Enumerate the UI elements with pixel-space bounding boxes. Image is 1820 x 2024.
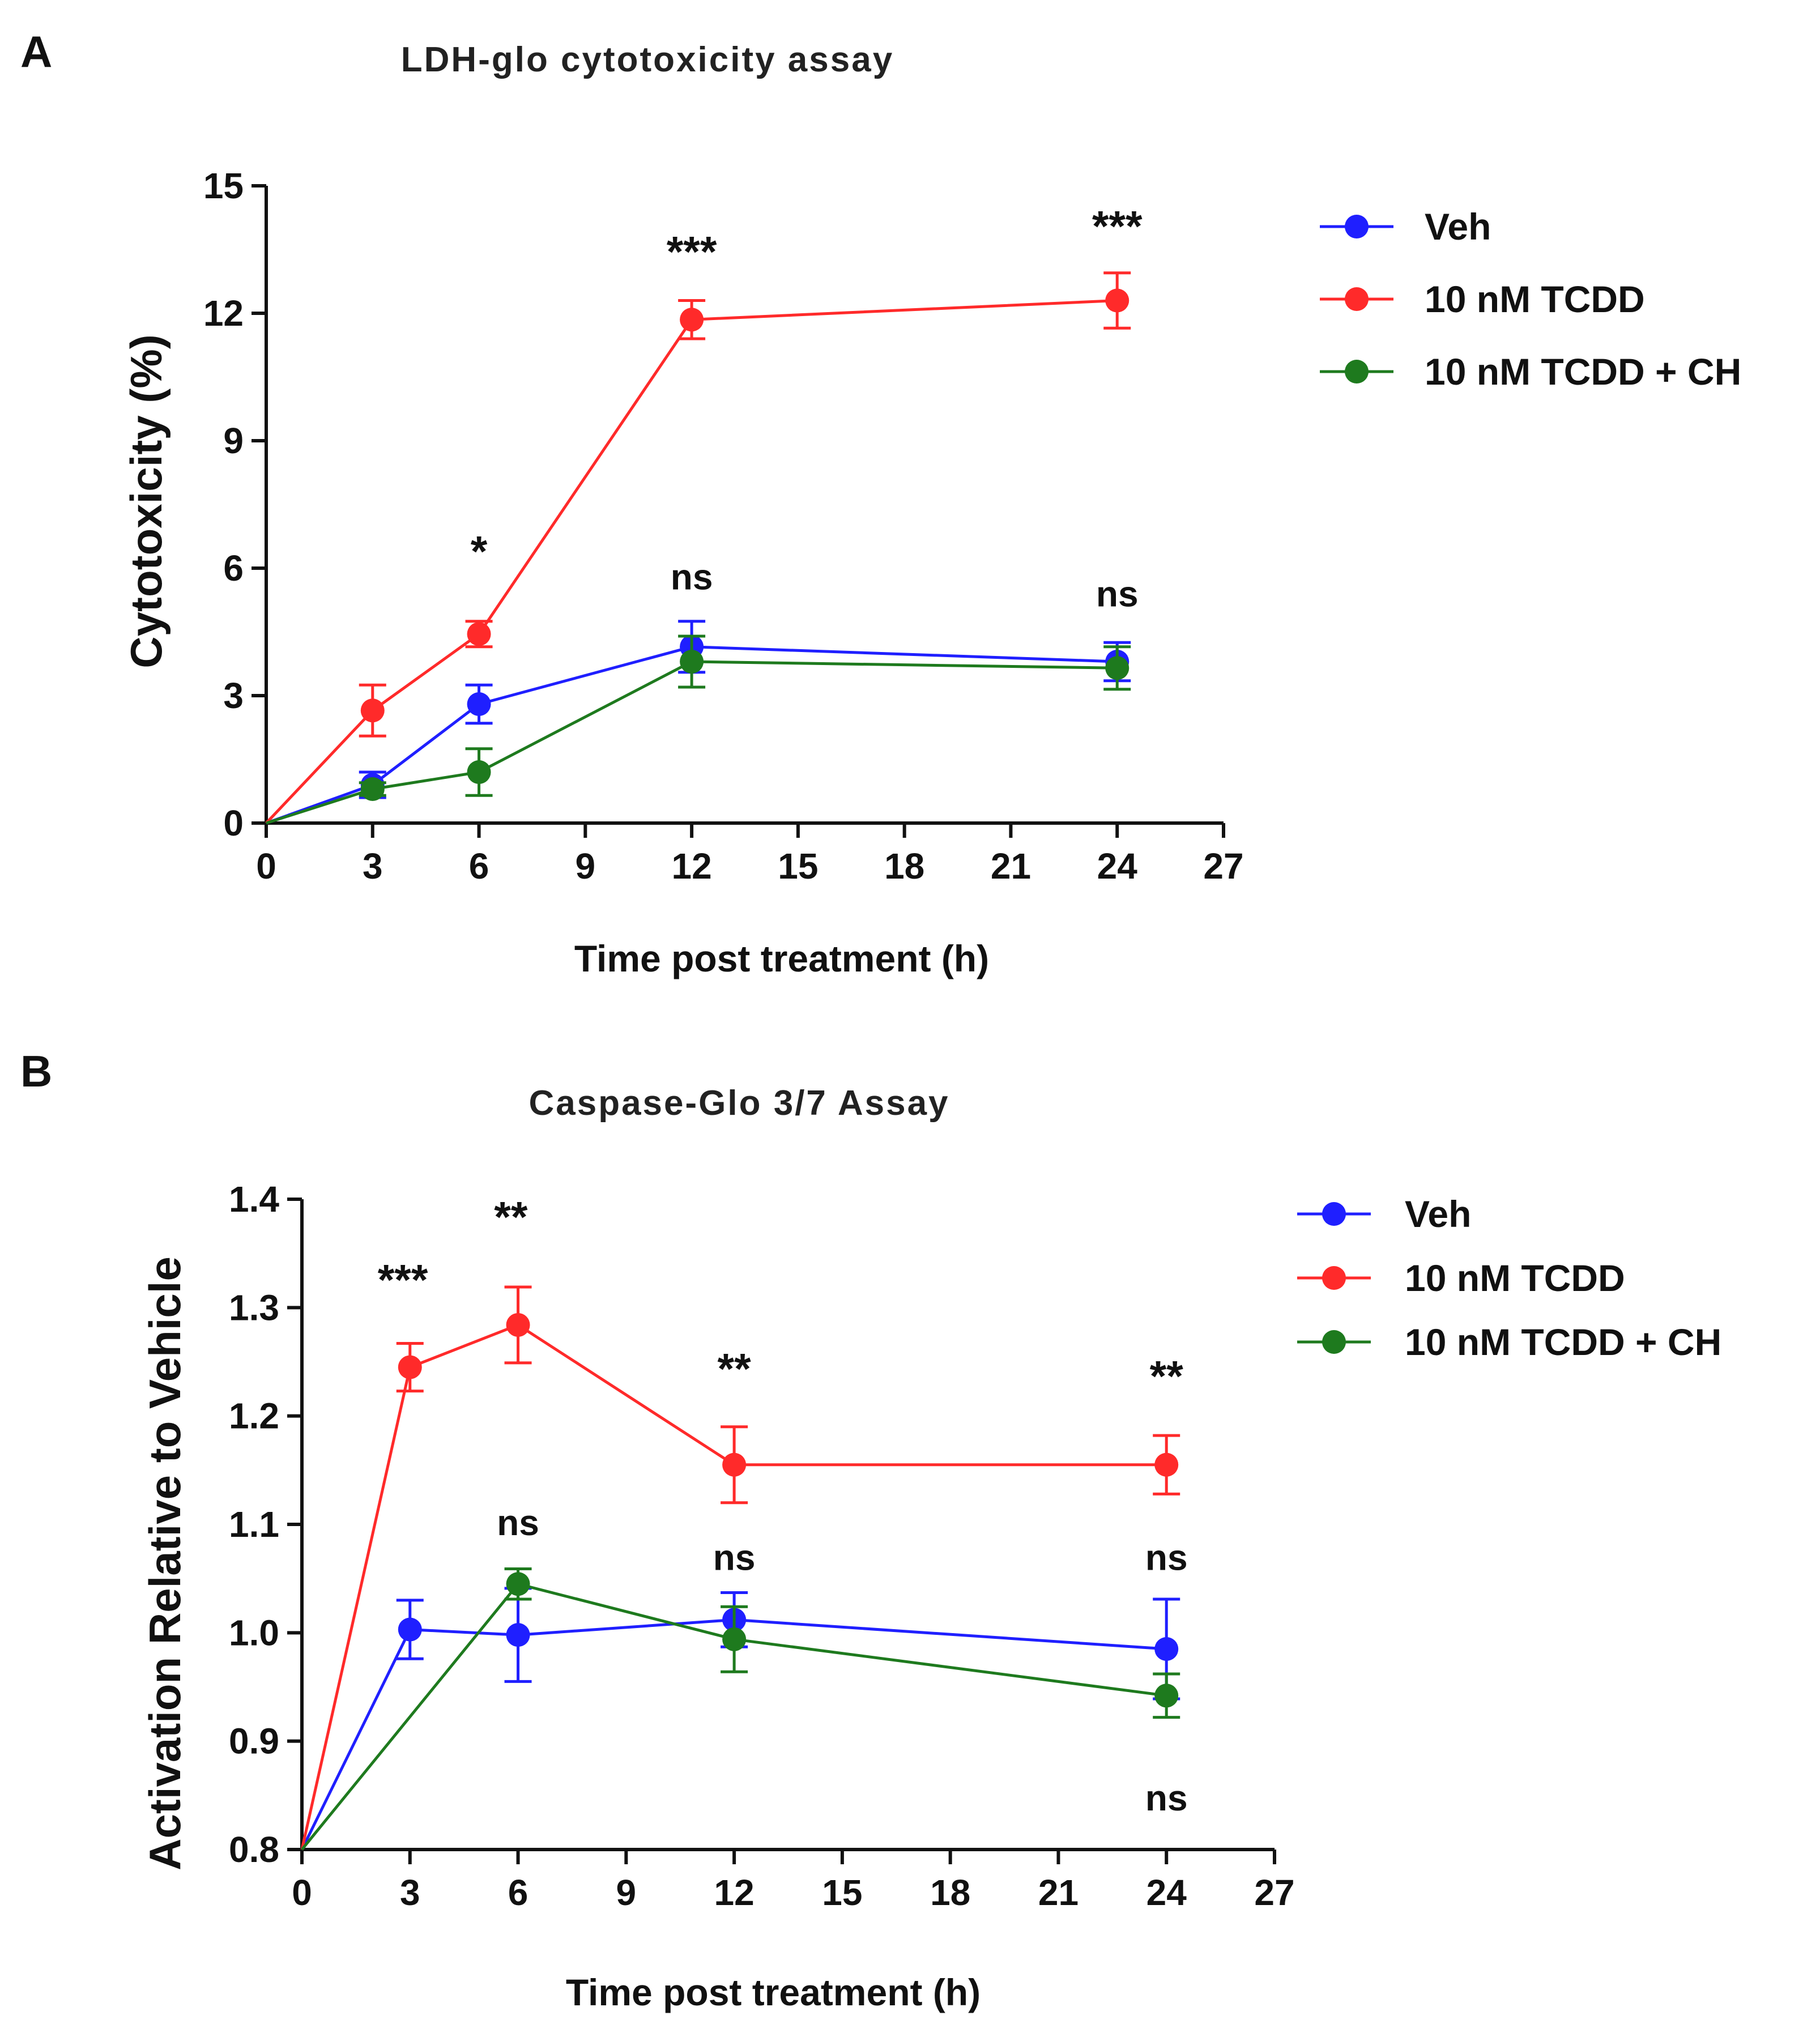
panel-b-x-tick-label: 3 (400, 1872, 420, 1913)
panel-a-x-tick-label: 21 (991, 846, 1031, 887)
panel-b-title: Caspase-Glo 3/7 Assay (528, 1084, 949, 1123)
panel-a-legend-marker-10-nm-tcdd (1345, 287, 1369, 311)
panel-b-point-veh (1154, 1637, 1179, 1661)
panel-a-x-tick-label: 0 (256, 846, 276, 887)
panel-b-x-tick-label: 27 (1254, 1872, 1294, 1913)
panel-a-y-tick-label: 0 (223, 803, 244, 843)
panel-a-x-tick-label: 27 (1203, 846, 1243, 887)
panel-b-y-tick-label: 0.9 (229, 1721, 279, 1762)
panel-b-letter: B (20, 1046, 52, 1096)
panel-b-ylabel: Activation Relative to Vehicle (140, 1256, 190, 1870)
panel-a-y-tick-label: 6 (223, 548, 244, 589)
panel-a-x-tick-label: 12 (672, 846, 712, 887)
panel-b-y-tick-label: 0.8 (229, 1829, 279, 1870)
panel-a-point-10-nm-tcdd-ch (467, 760, 491, 784)
panel-b-significance-ns: ns (1145, 1537, 1188, 1578)
panel-b-significance-stars: *** (378, 1256, 428, 1304)
panel-a-legend-label-10-nm-tcdd-ch: 10 nM TCDD + CH (1425, 351, 1741, 393)
panel-a-x-tick-label: 3 (363, 846, 383, 887)
panel-a-significance-stars: *** (667, 228, 717, 276)
panel-b-x-tick-label: 6 (508, 1872, 528, 1913)
panel-b-y-tick-label: 1.4 (229, 1179, 279, 1220)
panel-a-point-10-nm-tcdd (680, 308, 704, 332)
panel-b-point-10-nm-tcdd (1154, 1452, 1179, 1477)
panel-b-y-tick-label: 1.1 (229, 1504, 279, 1545)
panel-b-line-10-nm-tcdd-ch (301, 1582, 1167, 1851)
panel-b-x-tick-label: 24 (1146, 1872, 1187, 1913)
panel-b-x-tick-label: 12 (714, 1872, 755, 1913)
panel-b-point-10-nm-tcdd (722, 1452, 747, 1477)
panel-a-x-tick-label: 18 (884, 846, 924, 887)
panel-b-line-10-nm-tcdd (300, 1323, 1167, 1850)
panel-b-legend-marker-10-nm-tcdd (1322, 1266, 1346, 1290)
panel-b-significance-stars: ** (718, 1345, 752, 1393)
panel-b-point-10-nm-tcdd-ch (506, 1572, 530, 1596)
panel-b-point-veh (398, 1617, 422, 1642)
panel-a-chart: 0 3 6 9 12 15 0 3 6 9 12 15 18 21 24 27 Veh 10 nM TCDD 10 … (203, 165, 1741, 887)
panel-b-point-10-nm-tcdd-ch (722, 1627, 747, 1651)
panel-a-point-veh (467, 692, 491, 716)
panel-b-point-10-nm-tcdd (398, 1355, 422, 1379)
panel-a-x-tick-label: 9 (576, 846, 596, 887)
panel-b-significance-stars: ** (1150, 1353, 1184, 1401)
panel-b-x-tick-label: 18 (930, 1872, 970, 1913)
panel-a-significance-ns: ns (671, 557, 713, 598)
panel-a-y-tick-label: 12 (203, 293, 244, 334)
panel-a-point-10-nm-tcdd (467, 622, 491, 646)
panel-b-significance-ns: ns (1145, 1778, 1188, 1818)
panel-b-legend-marker-10-nm-tcdd-ch (1322, 1330, 1346, 1354)
panel-b-y-tick-label: 1.0 (229, 1612, 279, 1653)
panel-a-letter: A (20, 27, 52, 76)
panel-b-significance-ns: ns (497, 1502, 539, 1543)
panel-a-x-tick-label: 24 (1097, 846, 1138, 887)
panel-b-significance-stars: ** (494, 1193, 528, 1241)
panel-a-significance-stars: * (471, 527, 488, 576)
panel-b-xlabel: Time post treatment (h) (566, 1971, 981, 2013)
panel-b-x-tick-label: 21 (1038, 1872, 1079, 1913)
panel-a-significance-ns: ns (1096, 574, 1139, 615)
panel-a-point-10-nm-tcdd (1105, 288, 1129, 313)
panel-a-legend-label-veh: Veh (1425, 206, 1491, 248)
panel-b-legend-label-veh: Veh (1405, 1193, 1471, 1235)
panel-a-ylabel: Cytotoxicity (%) (121, 334, 171, 668)
panel-b-legend-label-10-nm-tcdd: 10 nM TCDD (1405, 1257, 1625, 1299)
panel-a-xlabel: Time post treatment (h) (574, 938, 989, 979)
panel-b-point-10-nm-tcdd-ch (1154, 1684, 1179, 1708)
panel-a-point-10-nm-tcdd-ch (680, 650, 704, 674)
panel-a-x-tick-label: 6 (469, 846, 489, 887)
panel-a-point-10-nm-tcdd-ch (360, 777, 385, 801)
panel-b-point-10-nm-tcdd (506, 1313, 530, 1337)
panel-a-title: LDH-glo cytotoxicity assay (401, 40, 894, 79)
panel-a-point-10-nm-tcdd-ch (1105, 656, 1129, 680)
panel-a-y-tick-label: 3 (223, 675, 244, 716)
panel-a-legend-marker-veh (1345, 215, 1369, 238)
panel-b-point-veh (506, 1623, 530, 1647)
panel-a-point-10-nm-tcdd (360, 698, 385, 723)
panel-b-x-tick-label: 0 (292, 1872, 312, 1913)
panel-a-legend-label-10-nm-tcdd: 10 nM TCDD (1425, 278, 1645, 320)
panel-a-significance-stars: *** (1092, 203, 1143, 251)
panel-a-x-tick-label: 15 (778, 846, 818, 887)
panel-b-legend-marker-veh (1322, 1202, 1346, 1226)
panel-a-y-tick-label: 9 (223, 420, 244, 461)
panel-a-legend-marker-10-nm-tcdd-ch (1345, 360, 1369, 384)
panel-b-x-tick-label: 9 (616, 1872, 637, 1913)
panel-b-significance-ns: ns (713, 1537, 756, 1578)
panel-b-y-tick-label: 1.2 (229, 1396, 279, 1437)
panel-b-x-tick-label: 15 (822, 1872, 862, 1913)
panel-b-legend-label-10-nm-tcdd-ch: 10 nM TCDD + CH (1405, 1321, 1721, 1363)
panel-b-chart: 0.8 0.9 1.0 1.1 1.2 1.3 1.4 0 3 6 9 12 15 18 21 24 27 Veh… (229, 1179, 1721, 1913)
panel-a-y-tick-label: 15 (203, 165, 244, 206)
panel-b-y-tick-label: 1.3 (229, 1287, 279, 1328)
